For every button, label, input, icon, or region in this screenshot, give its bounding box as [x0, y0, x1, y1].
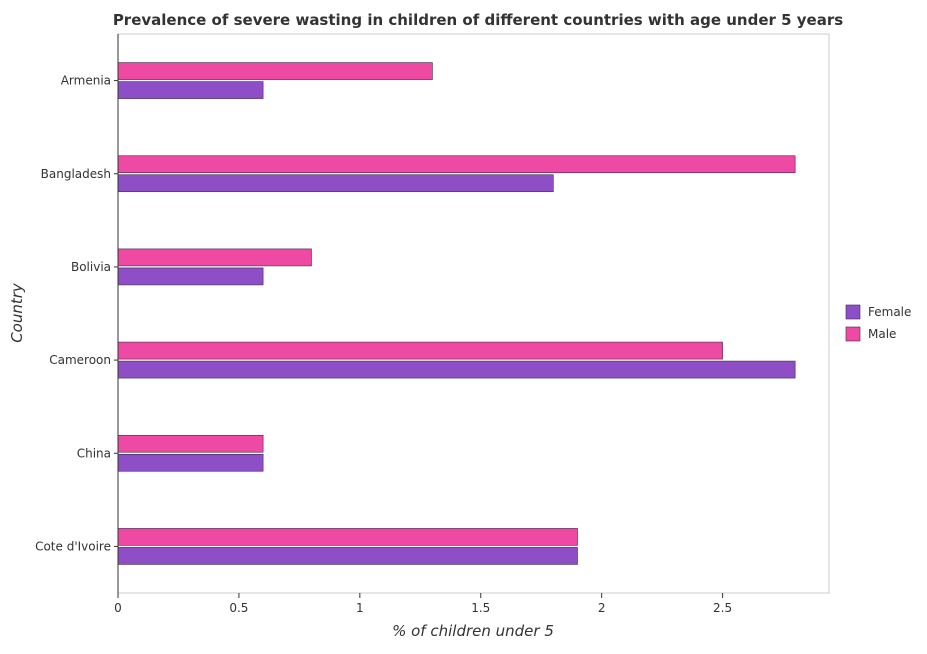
bar-female-bolivia — [117, 267, 264, 286]
y-tick-label: Bangladesh — [41, 167, 111, 181]
bar-male-bangladesh — [117, 155, 796, 174]
legend-swatch-female — [845, 304, 861, 320]
y-tick-label: Bolivia — [71, 260, 111, 274]
bar-female-bangladesh — [117, 174, 554, 193]
bar-female-cote-d-ivoire — [117, 547, 578, 565]
chart-title: Prevalence of severe wasting in children… — [113, 11, 843, 29]
y-tick-label: China — [77, 446, 111, 460]
x-tick-label: 1.5 — [471, 601, 490, 615]
bar-male-bolivia — [117, 248, 312, 267]
x-tick-label: 1 — [356, 601, 364, 615]
x-axis: 0 0.5 1 1.5 2 2.5 — [114, 593, 732, 615]
y-axis-label: Country — [8, 282, 26, 343]
bar-male-china — [117, 434, 264, 453]
legend-label-female: Female — [868, 305, 911, 319]
legend-swatch-male — [845, 326, 861, 342]
bar-female-china — [117, 453, 264, 472]
x-tick-label: 2 — [598, 601, 606, 615]
legend-label-male: Male — [868, 327, 896, 341]
y-tick-label: Armenia — [61, 74, 111, 88]
bar-female-armenia — [117, 81, 264, 99]
legend: Female Male — [845, 304, 911, 342]
bar-male-cote-d-ivoire — [117, 528, 578, 546]
y-tick-label: Cote d'Ivoire — [35, 539, 111, 553]
x-tick-label: 2.5 — [713, 601, 732, 615]
y-tick-label: Cameroon — [49, 353, 111, 367]
plot-area — [117, 33, 830, 594]
y-axis: Armenia Bangladesh Bolivia Cameroon China Cot… — [35, 34, 119, 593]
bar-male-cameroon — [117, 341, 723, 360]
bar-male-armenia — [117, 62, 433, 80]
x-axis-label: % of children under 5 — [392, 622, 554, 640]
x-tick-label: 0 — [114, 601, 122, 615]
x-tick-label: 0.5 — [229, 601, 248, 615]
bar-female-cameroon — [117, 360, 796, 379]
